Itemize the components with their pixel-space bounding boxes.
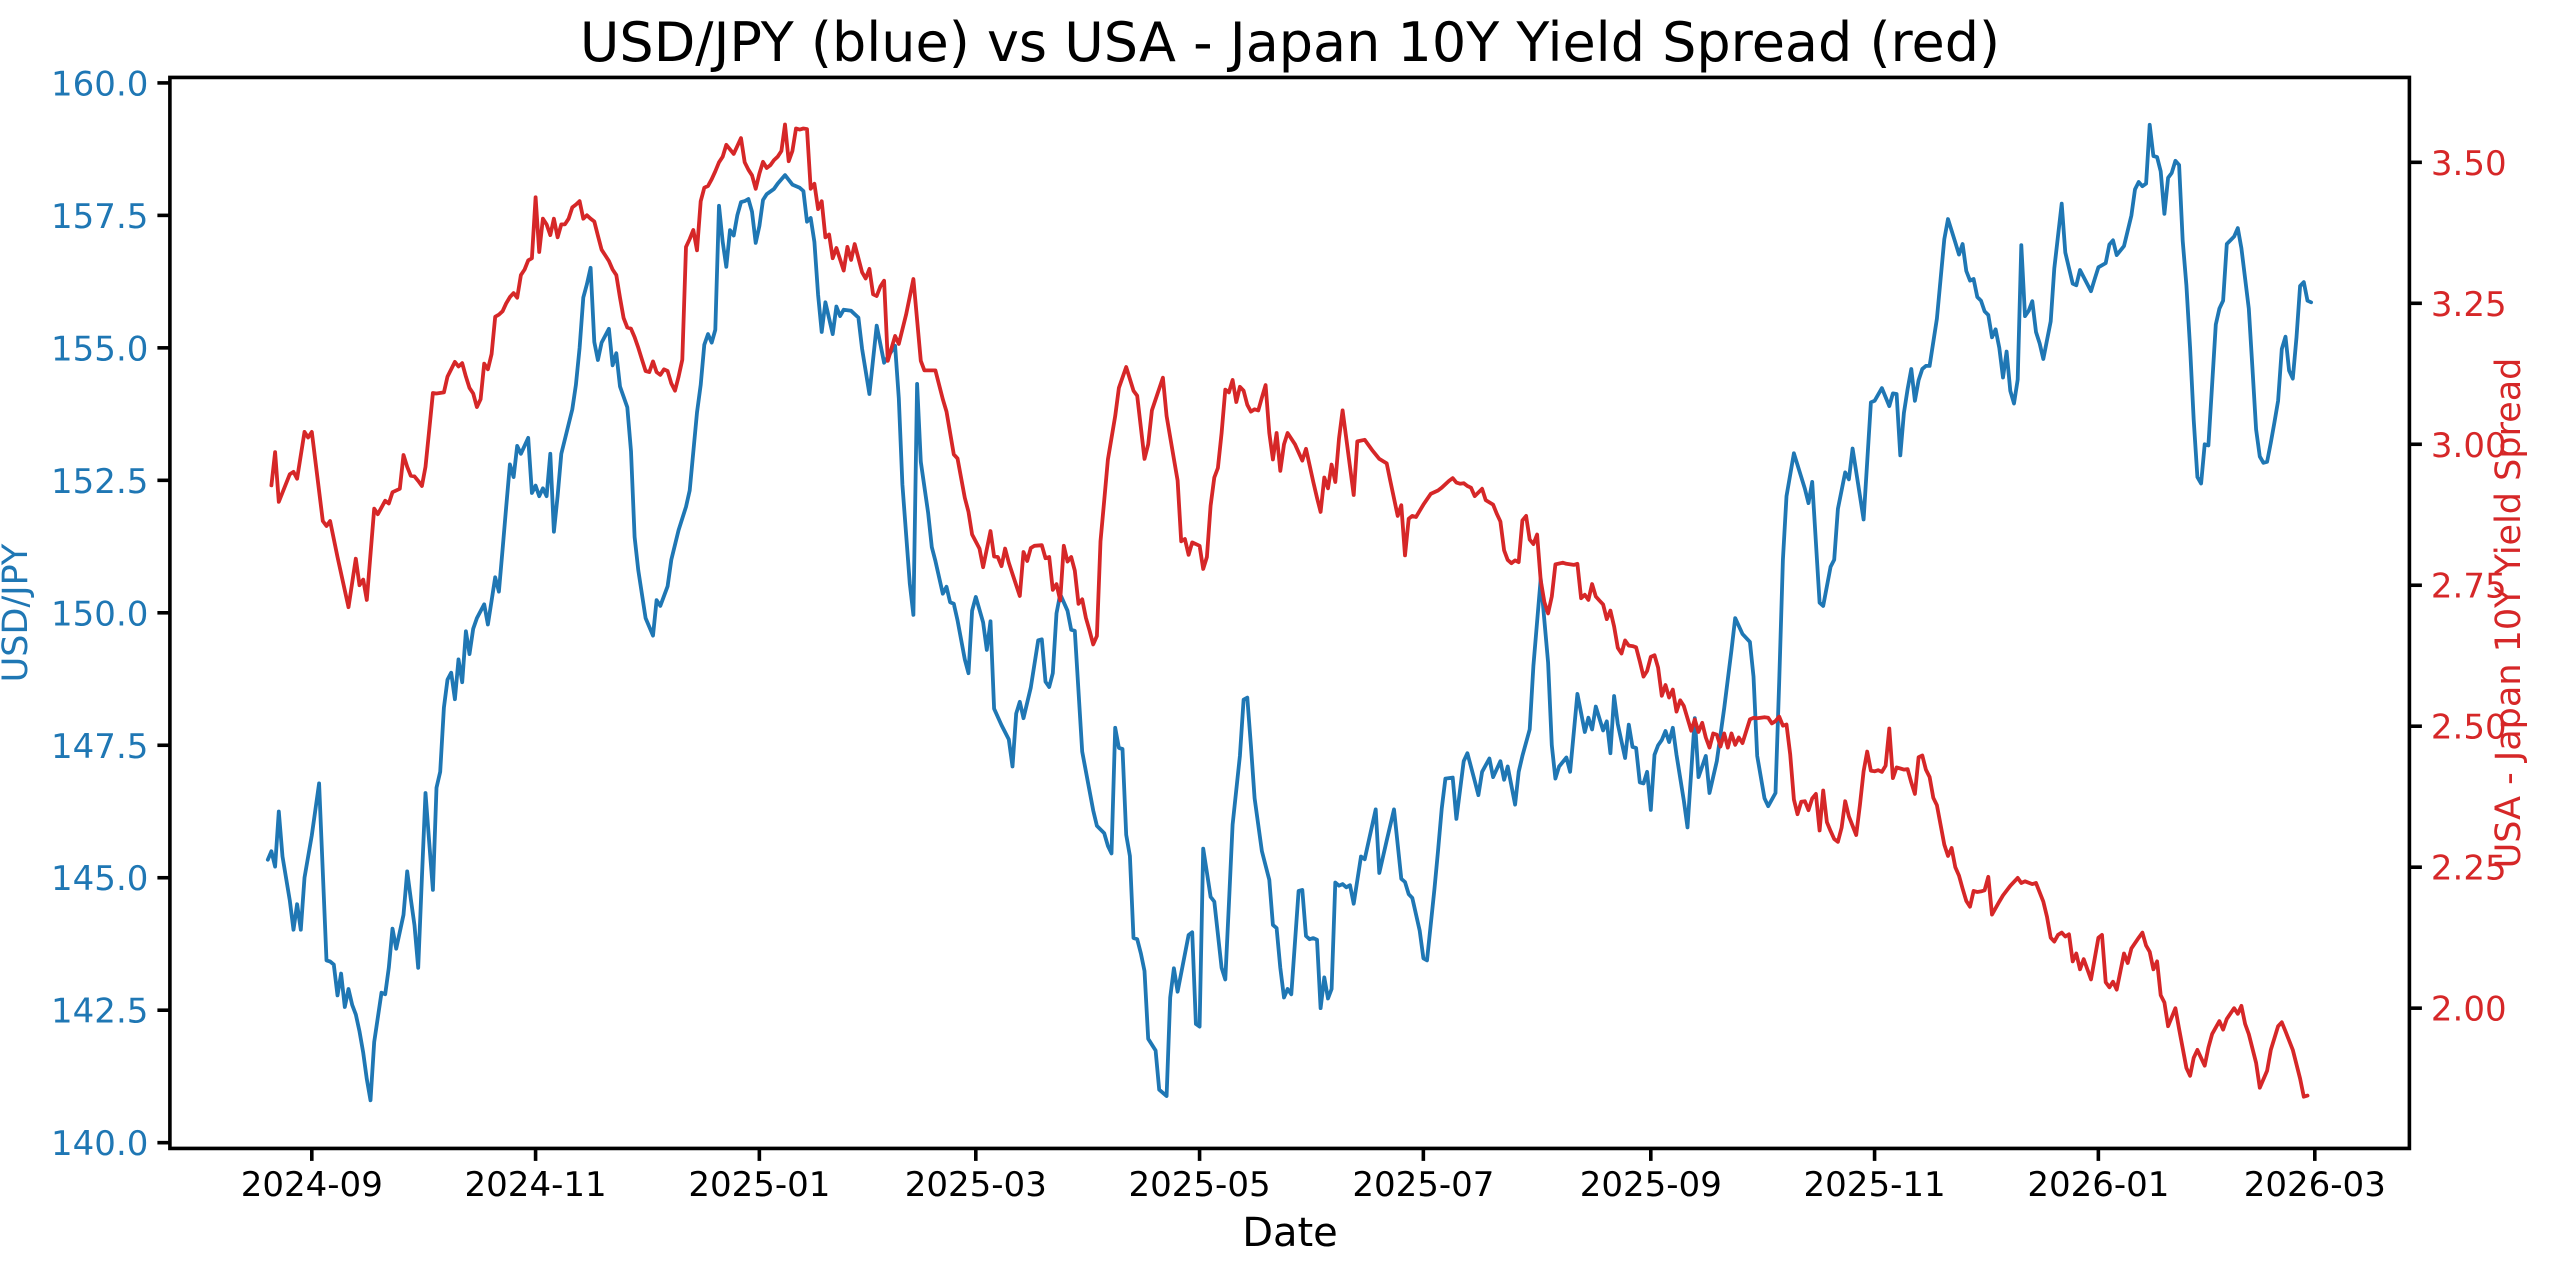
y-axis-label-left: USD/JPY	[0, 543, 36, 682]
y-tick-label-right: 2.75	[2431, 567, 2507, 607]
x-tick-label: 2025-07	[1352, 1165, 1494, 1205]
x-tick-label: 2026-01	[2027, 1165, 2169, 1205]
axis-layer: 140.0 142.5 145.0 147.5 150.0 152.5 155.0 157.5…	[51, 64, 2507, 1204]
x-tick-label: 2024-09	[241, 1165, 383, 1205]
y-tick-label-left: 155.0	[51, 329, 148, 369]
y-tick-label-right: 2.00	[2431, 990, 2507, 1030]
x-tick-label: 2025-03	[905, 1165, 1047, 1205]
y-tick-label-left: 142.5	[51, 992, 148, 1032]
x-tick-label: 2025-09	[1580, 1165, 1722, 1205]
y-axis-label-right: USA - Japan 10Y Yield Spread	[2489, 358, 2529, 869]
y-tick-label-left: 147.5	[51, 727, 148, 767]
x-tick-label: 2025-05	[1129, 1165, 1271, 1205]
chart-title: USD/JPY (blue) vs USA - Japan 10Y Yield …	[580, 11, 2000, 74]
y-tick-label-right: 2.25	[2431, 849, 2507, 889]
series-yield-spread	[269, 122, 2310, 1099]
x-axis-label: Date	[1242, 1210, 1338, 1256]
y-tick-label-right: 2.50	[2431, 708, 2507, 748]
y-tick-label-left: 140.0	[51, 1124, 148, 1164]
x-tick-label: 2026-03	[2244, 1165, 2386, 1205]
plot-spines	[168, 75, 2412, 1151]
x-tick-label: 2025-01	[688, 1165, 830, 1205]
y-tick-label-left: 157.5	[51, 197, 148, 237]
x-tick-label: 2024-11	[465, 1165, 607, 1205]
y-tick-label-left: 145.0	[51, 859, 148, 899]
y-tick-label-left: 160.0	[51, 64, 148, 104]
x-tick-label: 2025-11	[1804, 1165, 1946, 1205]
series-layer	[265, 122, 2314, 1103]
y-tick-label-right: 3.50	[2431, 144, 2507, 184]
y-tick-label-left: 150.0	[51, 594, 148, 634]
y-tick-label-left: 152.5	[51, 462, 148, 502]
series-usdjpy	[265, 122, 2314, 1103]
y-tick-label-right: 3.00	[2431, 426, 2507, 466]
y-tick-label-right: 3.25	[2431, 285, 2507, 325]
